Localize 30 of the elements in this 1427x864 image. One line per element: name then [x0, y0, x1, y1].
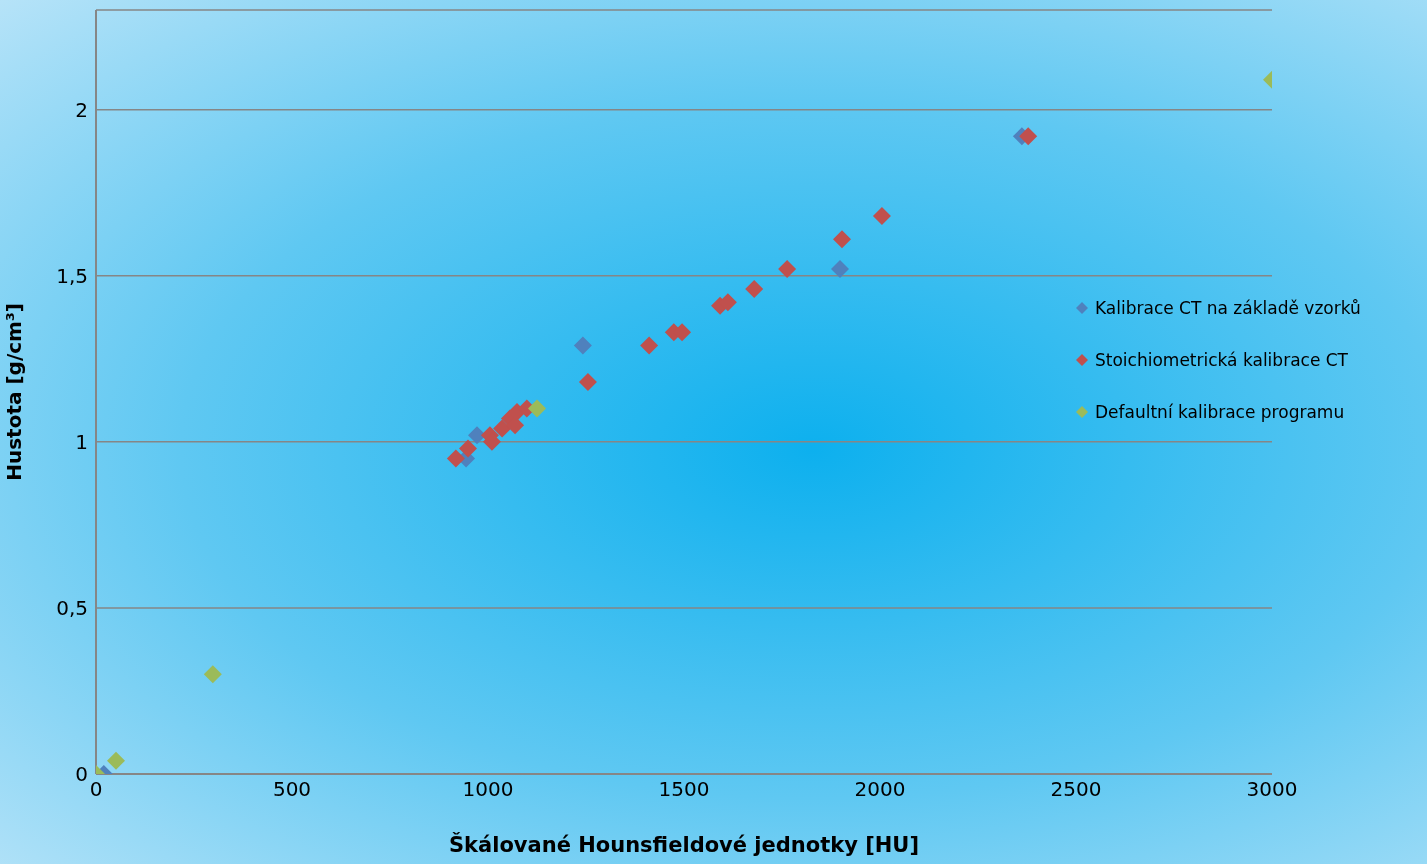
- y-axis-title: Hustota [g/cm³]: [2, 303, 27, 481]
- point: [745, 280, 764, 299]
- x-tick-label: 3000: [1246, 777, 1298, 802]
- point: [573, 336, 592, 355]
- point: [778, 260, 797, 279]
- y-tick-label: 1,5: [56, 263, 88, 288]
- point: [493, 419, 512, 438]
- x-tick-label: 2500: [1050, 777, 1102, 802]
- y-tick-label: 0,5: [56, 596, 88, 621]
- point: [831, 260, 850, 279]
- x-tick-label: 1000: [462, 777, 514, 802]
- x-axis-title: Škálované Hounsfieldové jednotky [HU]: [448, 832, 920, 857]
- point: [459, 439, 478, 458]
- x-tick-label: 500: [272, 777, 312, 802]
- legend-label: Stoichiometrická kalibrace CT: [1095, 349, 1349, 372]
- point: [832, 230, 851, 249]
- y-tick-label: 1: [75, 429, 88, 454]
- point: [578, 373, 597, 392]
- point: [872, 206, 891, 225]
- point: [203, 665, 222, 684]
- point: [446, 449, 465, 468]
- x-tick-label: 1500: [658, 777, 710, 802]
- y-tick-label: 2: [75, 97, 88, 122]
- point: [106, 751, 125, 770]
- legend-label: Defaultní kalibrace programu: [1095, 401, 1345, 424]
- point: [640, 336, 659, 355]
- point: [528, 399, 546, 418]
- point: [1019, 127, 1038, 146]
- legend-label: Kalibrace CT na základě vzorků: [1095, 297, 1361, 320]
- x-tick-label: 2000: [854, 777, 906, 802]
